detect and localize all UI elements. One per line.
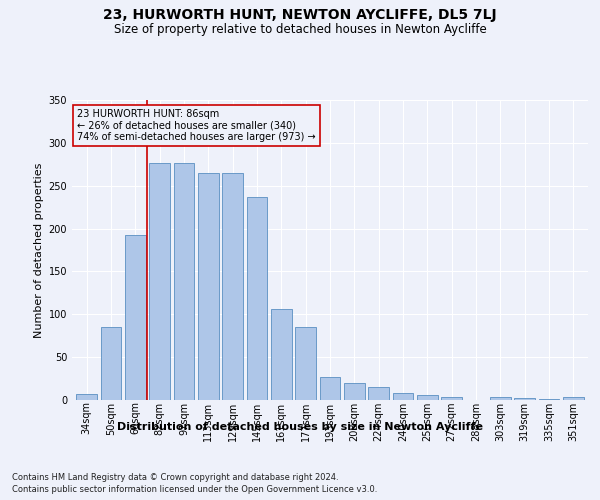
Bar: [320, 377, 340, 400]
Text: Contains public sector information licensed under the Open Government Licence v3: Contains public sector information licen…: [12, 485, 377, 494]
Text: Size of property relative to detached houses in Newton Aycliffe: Size of property relative to detached ho…: [113, 22, 487, 36]
Text: 23, HURWORTH HUNT, NEWTON AYCLIFFE, DL5 7LJ: 23, HURWORTH HUNT, NEWTON AYCLIFFE, DL5 …: [103, 8, 497, 22]
Bar: [149, 162, 170, 400]
Bar: [101, 327, 121, 400]
Bar: [76, 394, 97, 400]
Bar: [173, 162, 194, 400]
Bar: [514, 398, 535, 400]
Bar: [563, 396, 584, 400]
Bar: [198, 173, 218, 400]
Bar: [125, 234, 146, 400]
Bar: [247, 197, 268, 400]
Text: 23 HURWORTH HUNT: 86sqm
← 26% of detached houses are smaller (340)
74% of semi-d: 23 HURWORTH HUNT: 86sqm ← 26% of detache…: [77, 109, 316, 142]
Text: Distribution of detached houses by size in Newton Aycliffe: Distribution of detached houses by size …: [117, 422, 483, 432]
Bar: [271, 309, 292, 400]
Bar: [417, 395, 438, 400]
Bar: [490, 398, 511, 400]
Bar: [442, 398, 462, 400]
Y-axis label: Number of detached properties: Number of detached properties: [34, 162, 44, 338]
Bar: [222, 173, 243, 400]
Bar: [539, 399, 559, 400]
Bar: [368, 387, 389, 400]
Bar: [392, 393, 413, 400]
Bar: [344, 383, 365, 400]
Text: Contains HM Land Registry data © Crown copyright and database right 2024.: Contains HM Land Registry data © Crown c…: [12, 472, 338, 482]
Bar: [295, 327, 316, 400]
